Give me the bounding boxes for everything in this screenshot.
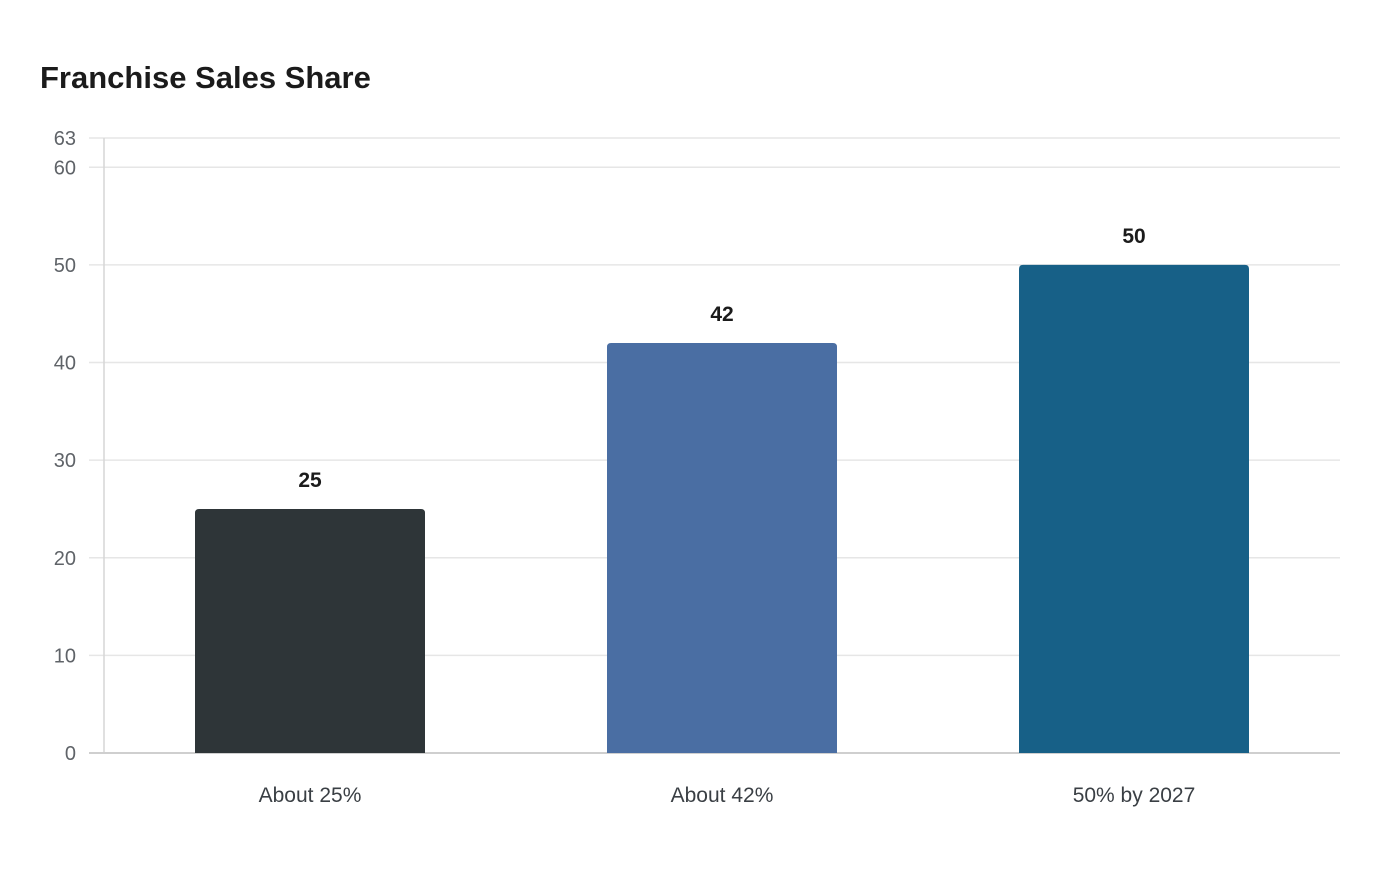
data-label: 25 (298, 469, 322, 492)
y-tick-label: 50 (54, 255, 76, 277)
chart-title: Franchise Sales Share (40, 60, 371, 95)
bar (195, 508, 425, 753)
y-tick-label: 40 (54, 353, 76, 375)
x-tick-label: About 25% (259, 784, 362, 807)
x-tick-label: About 42% (671, 784, 774, 807)
x-tick-label: 50% by 2027 (1073, 784, 1196, 807)
y-tick-label: 0 (65, 743, 76, 765)
y-tick-label: 63 (54, 128, 76, 150)
data-label: 50 (1122, 225, 1145, 248)
labels: 0 10 20 30 40 50 60 63 25 About 25% 42 About 42% 50 5… (54, 128, 1196, 807)
bars (195, 264, 1249, 753)
y-tick-label: 10 (54, 645, 76, 667)
y-tick-label: 30 (54, 450, 76, 472)
y-tick-label: 20 (54, 548, 76, 570)
y-tick-label: 60 (54, 157, 76, 179)
bar (1019, 264, 1249, 753)
bar (607, 343, 837, 753)
data-label: 42 (710, 303, 733, 326)
